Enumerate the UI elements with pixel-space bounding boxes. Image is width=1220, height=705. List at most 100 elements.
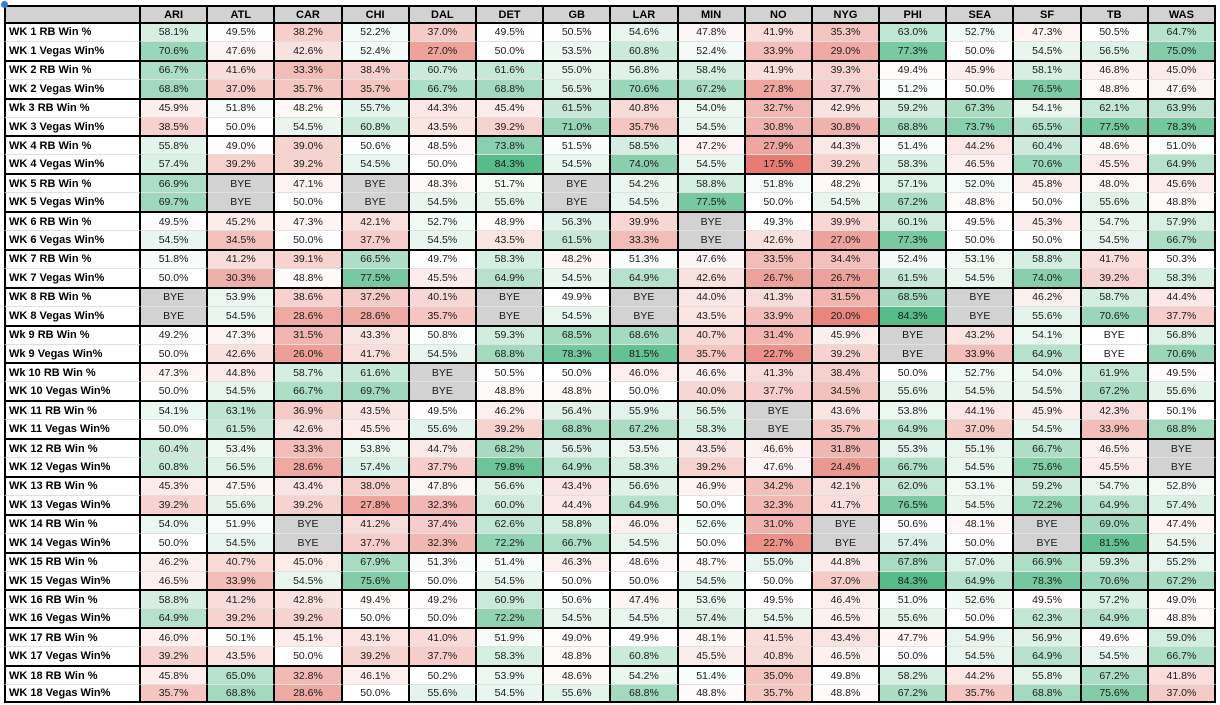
table-cell[interactable]: 38.4% xyxy=(342,59,410,79)
table-cell[interactable]: 67.2% xyxy=(880,192,948,212)
table-cell[interactable]: 40.8% xyxy=(745,646,813,666)
table-cell[interactable]: 39.2% xyxy=(1081,267,1149,287)
table-cell[interactable]: 56.8% xyxy=(1148,324,1216,344)
table-cell[interactable]: 64.9% xyxy=(1014,646,1082,666)
row-label[interactable]: Wk 10 RB Win % xyxy=(4,362,141,382)
table-cell[interactable]: 33.9% xyxy=(947,343,1015,363)
table-cell[interactable]: BYE xyxy=(476,286,545,306)
table-cell[interactable]: 60.0% xyxy=(476,494,545,514)
table-cell[interactable]: 57.4% xyxy=(880,532,948,552)
table-cell[interactable]: 70.6% xyxy=(611,78,679,98)
table-cell[interactable]: 60.1% xyxy=(880,211,948,231)
table-cell[interactable]: 44.3% xyxy=(409,97,477,117)
col-header-phi[interactable]: PHI xyxy=(880,5,948,22)
table-cell[interactable]: 49.5% xyxy=(208,22,276,41)
table-cell[interactable]: 26.7% xyxy=(812,267,881,287)
table-cell[interactable]: 46.5% xyxy=(812,646,881,666)
table-cell[interactable]: 39.2% xyxy=(275,494,343,514)
table-cell[interactable]: 39.2% xyxy=(476,419,545,439)
table-cell[interactable]: 58.8% xyxy=(1014,248,1082,268)
table-cell[interactable]: 48.6% xyxy=(611,551,679,571)
table-cell[interactable]: 39.2% xyxy=(208,608,276,628)
table-cell[interactable]: 49.0% xyxy=(544,627,612,647)
table-cell[interactable]: 47.3% xyxy=(208,324,276,344)
row-label[interactable]: WK 1 RB Win % xyxy=(4,22,141,41)
table-cell[interactable]: 78.3% xyxy=(1014,570,1082,590)
table-cell[interactable]: 54.5% xyxy=(409,192,477,212)
col-header-min[interactable]: MIN xyxy=(678,5,746,22)
table-cell[interactable]: 52.4% xyxy=(678,40,746,60)
table-cell[interactable]: 35.7% xyxy=(678,343,746,363)
table-cell[interactable]: 56.6% xyxy=(611,475,679,495)
table-cell[interactable]: 67.2% xyxy=(678,78,746,98)
table-cell[interactable]: 50.0% xyxy=(611,570,679,590)
table-cell[interactable]: 50.0% xyxy=(947,40,1015,60)
table-cell[interactable]: 35.7% xyxy=(745,684,813,703)
table-cell[interactable]: 58.3% xyxy=(611,457,679,476)
table-cell[interactable]: 47.8% xyxy=(678,22,746,41)
table-cell[interactable]: 56.8% xyxy=(611,59,679,79)
table-cell[interactable]: BYE xyxy=(678,230,746,249)
table-cell[interactable]: 50.0% xyxy=(678,494,746,514)
table-cell[interactable]: 30.8% xyxy=(812,116,881,136)
table-cell[interactable]: 46.4% xyxy=(812,589,881,609)
table-cell[interactable]: 50.0% xyxy=(208,116,276,136)
table-cell[interactable]: 56.5% xyxy=(544,438,612,458)
table-cell[interactable]: 68.8% xyxy=(1148,419,1216,439)
table-cell[interactable]: 52.0% xyxy=(947,173,1015,193)
table-cell[interactable]: 54.5% xyxy=(275,570,343,590)
table-cell[interactable]: 51.9% xyxy=(476,627,545,647)
table-cell[interactable]: 55.8% xyxy=(1014,665,1082,685)
table-cell[interactable]: 50.8% xyxy=(409,324,477,344)
row-label[interactable]: WK 4 RB Win % xyxy=(4,135,141,155)
table-cell[interactable]: 66.9% xyxy=(1014,551,1082,571)
table-cell[interactable]: BYE xyxy=(476,305,545,325)
table-cell[interactable]: BYE xyxy=(208,192,276,212)
table-cell[interactable]: 48.6% xyxy=(544,665,612,685)
table-cell[interactable]: 50.0% xyxy=(544,570,612,590)
table-cell[interactable]: 56.5% xyxy=(544,78,612,98)
table-cell[interactable]: 34.4% xyxy=(812,248,881,268)
table-cell[interactable]: 50.3% xyxy=(1148,248,1216,268)
table-cell[interactable]: 54.5% xyxy=(947,457,1015,476)
table-cell[interactable]: 45.5% xyxy=(409,267,477,287)
row-label[interactable]: WK 16 Vegas Win% xyxy=(4,608,141,628)
table-cell[interactable]: 48.1% xyxy=(947,513,1015,533)
table-cell[interactable]: 50.0% xyxy=(611,381,679,401)
table-cell[interactable]: 49.0% xyxy=(208,135,276,155)
table-cell[interactable]: 46.8% xyxy=(1081,59,1149,79)
table-cell[interactable]: 54.5% xyxy=(812,192,881,212)
table-cell[interactable]: 84.3% xyxy=(880,305,948,325)
table-cell[interactable]: 68.2% xyxy=(476,438,545,458)
table-cell[interactable]: 41.0% xyxy=(409,627,477,647)
table-cell[interactable]: 51.7% xyxy=(476,173,545,193)
table-cell[interactable]: 68.8% xyxy=(544,419,612,439)
table-cell[interactable]: 50.0% xyxy=(745,570,813,590)
table-cell[interactable]: 37.4% xyxy=(409,513,477,533)
table-cell[interactable]: 27.8% xyxy=(745,78,813,98)
table-cell[interactable]: 54.7% xyxy=(1081,211,1149,231)
table-cell[interactable]: 46.2% xyxy=(141,551,209,571)
row-label[interactable]: WK 11 Vegas Win% xyxy=(4,419,141,439)
table-cell[interactable]: 54.1% xyxy=(1014,97,1082,117)
table-cell[interactable]: 59.2% xyxy=(1014,475,1082,495)
table-cell[interactable]: BYE xyxy=(812,513,881,533)
table-cell[interactable]: 37.7% xyxy=(342,532,410,552)
table-cell[interactable]: 41.7% xyxy=(342,343,410,363)
table-cell[interactable]: 31.4% xyxy=(745,324,813,344)
row-label[interactable]: WK 8 RB Win % xyxy=(4,286,141,306)
table-cell[interactable]: 79.8% xyxy=(476,457,545,476)
table-cell[interactable]: 37.7% xyxy=(409,646,477,666)
table-cell[interactable]: 32.3% xyxy=(409,494,477,514)
table-cell[interactable]: 64.9% xyxy=(611,494,679,514)
table-cell[interactable]: 43.2% xyxy=(947,324,1015,344)
table-cell[interactable]: 33.9% xyxy=(208,570,276,590)
table-cell[interactable]: 54.0% xyxy=(141,513,209,533)
table-cell[interactable]: 53.6% xyxy=(678,589,746,609)
table-cell[interactable]: 38.0% xyxy=(342,475,410,495)
table-cell[interactable]: 64.7% xyxy=(1148,22,1216,41)
table-cell[interactable]: 72.2% xyxy=(1014,494,1082,514)
table-cell[interactable]: 47.6% xyxy=(208,40,276,60)
table-cell[interactable]: 66.7% xyxy=(1014,438,1082,458)
table-cell[interactable]: 47.4% xyxy=(611,589,679,609)
